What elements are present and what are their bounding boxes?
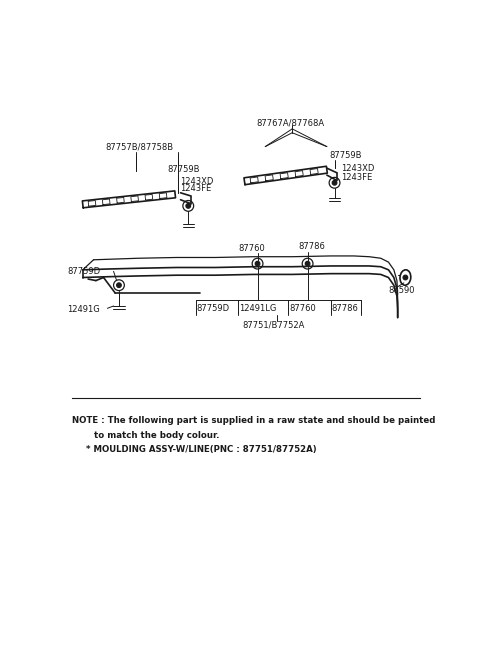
Text: 87759D: 87759D — [197, 304, 230, 313]
Text: 12491LG: 12491LG — [239, 304, 276, 313]
Text: to match the body colour.: to match the body colour. — [94, 432, 219, 440]
Circle shape — [305, 261, 310, 266]
Text: 87760: 87760 — [289, 304, 316, 313]
Text: 86590: 86590 — [388, 286, 415, 295]
Text: 87760: 87760 — [238, 244, 265, 253]
Text: NOTE : The following part is supplied in a raw state and should be painted: NOTE : The following part is supplied in… — [72, 416, 435, 425]
Text: 1243FE: 1243FE — [180, 185, 212, 193]
Text: 87759D: 87759D — [67, 267, 100, 276]
Text: 87759B: 87759B — [329, 151, 361, 160]
Text: 1243XD: 1243XD — [180, 177, 214, 186]
Text: 87786: 87786 — [299, 242, 325, 251]
Circle shape — [332, 181, 337, 185]
Text: 87786: 87786 — [332, 304, 359, 313]
Circle shape — [117, 283, 121, 288]
Text: 87751/B7752A: 87751/B7752A — [242, 321, 304, 330]
Text: 87757B/87758B: 87757B/87758B — [106, 142, 174, 151]
Text: 1243XD: 1243XD — [341, 164, 374, 173]
Text: 87767A/87768A: 87767A/87768A — [256, 119, 324, 128]
Circle shape — [186, 204, 191, 208]
Text: 87759B: 87759B — [168, 165, 200, 174]
Text: 12491G: 12491G — [67, 306, 100, 314]
Text: * MOULDING ASSY-W/LINE(PNC : 87751/87752A): * MOULDING ASSY-W/LINE(PNC : 87751/87752… — [86, 445, 316, 453]
Circle shape — [403, 275, 408, 280]
Circle shape — [255, 261, 260, 266]
Text: 1243FE: 1243FE — [341, 173, 372, 182]
